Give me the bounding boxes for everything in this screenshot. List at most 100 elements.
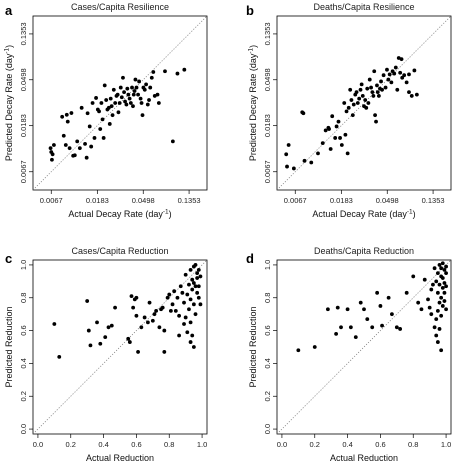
panel-label: c: [5, 251, 12, 266]
panel-label: b: [246, 3, 254, 18]
data-point: [67, 146, 72, 151]
data-point: [395, 87, 400, 92]
identity-line: [276, 15, 452, 191]
y-tick-label: 0.0067: [263, 160, 272, 183]
data-point: [69, 111, 74, 115]
data-point: [187, 307, 191, 312]
data-point: [130, 85, 134, 90]
data-point: [103, 335, 108, 340]
data-point: [149, 75, 154, 80]
data-point: [435, 271, 440, 276]
data-point: [142, 315, 147, 320]
data-point: [309, 160, 314, 165]
x-axis-label: Actual Decay Rate (day-1): [68, 209, 171, 220]
data-point: [376, 94, 381, 98]
panel-label: a: [5, 3, 13, 18]
data-point: [427, 305, 432, 310]
data-point: [346, 105, 351, 110]
data-point: [111, 87, 116, 92]
data-point: [193, 312, 198, 317]
data-point: [440, 276, 445, 280]
x-tick-label: 0.1353: [178, 196, 201, 205]
data-point: [439, 313, 444, 318]
data-point: [285, 164, 289, 169]
data-point: [362, 307, 366, 312]
data-point: [383, 85, 388, 90]
data-point: [429, 312, 434, 317]
x-tick-label: 0.0498: [132, 196, 155, 205]
data-point: [115, 92, 120, 97]
data-point: [127, 340, 132, 344]
data-point: [132, 89, 137, 93]
data-point: [175, 71, 180, 76]
x-tick-label: 0.8: [408, 440, 418, 449]
data-point: [363, 98, 368, 102]
y-tick-label: 0.0183: [19, 114, 28, 137]
data-point: [110, 113, 115, 118]
data-point: [389, 80, 394, 85]
data-point: [185, 292, 190, 297]
data-point: [431, 282, 435, 287]
data-point: [429, 287, 434, 292]
y-tick-label: 0.0498: [19, 68, 28, 91]
x-tick-label: 0.1353: [422, 196, 445, 205]
data-point: [437, 263, 442, 267]
data-point: [109, 323, 114, 328]
data-point: [392, 71, 397, 76]
data-point: [98, 127, 103, 131]
data-point: [134, 85, 139, 90]
data-point: [113, 305, 117, 310]
data-point: [50, 157, 54, 162]
data-point: [291, 166, 296, 171]
data-point: [99, 101, 104, 105]
data-point: [138, 96, 143, 101]
y-tick-label: 0.1353: [263, 22, 272, 45]
panel-a: a Cases/Capita Resilience 0.0067 0.0183 0.04…: [4, 2, 208, 219]
data-point: [175, 295, 180, 300]
data-point: [440, 261, 445, 266]
data-point: [85, 111, 90, 116]
data-point: [195, 276, 200, 280]
data-point: [124, 102, 129, 107]
data-point: [165, 295, 170, 300]
data-point: [102, 83, 107, 88]
data-point: [85, 299, 90, 303]
data-point: [193, 284, 198, 289]
data-point: [440, 286, 445, 290]
data-point: [170, 139, 175, 144]
data-point: [134, 295, 139, 300]
data-point: [65, 119, 70, 124]
identity-line: [32, 259, 208, 435]
plot-frame: [32, 259, 208, 435]
data-point: [435, 308, 440, 313]
data-point: [394, 325, 399, 330]
data-point: [379, 79, 383, 84]
data-point: [116, 110, 121, 115]
data-point: [190, 277, 195, 282]
x-axis-label: Actual Reduction: [330, 453, 398, 463]
data-point: [152, 312, 157, 317]
data-point: [106, 105, 111, 110]
data-point: [435, 290, 440, 295]
data-point: [334, 331, 338, 336]
data-point: [136, 350, 140, 354]
data-point: [63, 143, 68, 147]
data-point: [148, 85, 153, 90]
data-point: [432, 325, 437, 330]
data-point: [411, 274, 416, 279]
data-point: [364, 105, 369, 110]
data-point: [191, 281, 196, 285]
data-point: [77, 146, 82, 151]
y-axis-label: Predicted Decay Rate (day-1): [248, 45, 259, 161]
data-point: [142, 87, 147, 92]
data-point: [370, 90, 375, 95]
data-point: [162, 328, 167, 333]
data-point: [127, 96, 132, 101]
data-point: [195, 290, 200, 295]
y-tick-label: 0.0498: [263, 68, 272, 91]
data-point: [407, 72, 411, 77]
data-point: [188, 267, 193, 272]
data-point: [320, 141, 325, 146]
data-point: [180, 290, 185, 295]
data-point: [113, 101, 118, 105]
